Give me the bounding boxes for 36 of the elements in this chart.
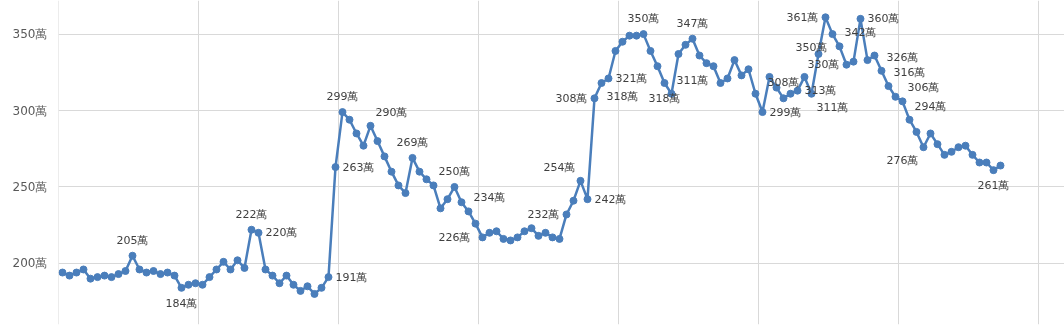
y-tick-label: 250萬 bbox=[12, 179, 48, 194]
data-label: 250萬 bbox=[438, 164, 471, 178]
data-label: 318萬 bbox=[648, 92, 681, 106]
y-tick-label: 300萬 bbox=[12, 103, 48, 118]
data-label: 220萬 bbox=[265, 226, 298, 240]
data-label: 222萬 bbox=[235, 207, 268, 221]
data-label: 232萬 bbox=[527, 207, 560, 221]
data-label: 234萬 bbox=[473, 191, 506, 205]
data-label: 299萬 bbox=[326, 90, 359, 104]
data-label: 361萬 bbox=[786, 10, 819, 24]
data-label: 226萬 bbox=[438, 230, 471, 244]
data-label: 184萬 bbox=[165, 296, 198, 310]
data-label: 261萬 bbox=[977, 179, 1010, 193]
data-label: 326萬 bbox=[886, 50, 919, 64]
data-label: 308萬 bbox=[555, 91, 588, 105]
y-tick-label: 200萬 bbox=[12, 256, 48, 271]
data-label: 321萬 bbox=[615, 71, 648, 85]
data-label: 254萬 bbox=[543, 160, 576, 174]
data-label: 299萬 bbox=[769, 105, 802, 119]
data-label: 205萬 bbox=[116, 233, 149, 247]
data-label: 350萬 bbox=[627, 12, 660, 26]
data-label: 360萬 bbox=[867, 12, 900, 26]
data-label: 311萬 bbox=[816, 100, 849, 114]
data-label: 318萬 bbox=[606, 90, 639, 104]
data-label: 306萬 bbox=[907, 81, 940, 95]
data-label: 242萬 bbox=[594, 192, 627, 206]
data-label: 269萬 bbox=[396, 135, 429, 149]
data-label: 347萬 bbox=[676, 16, 709, 30]
data-label: 316萬 bbox=[893, 66, 926, 80]
y-tick-label: 350萬 bbox=[12, 27, 48, 42]
data-label: 290萬 bbox=[375, 105, 408, 119]
data-label: 294萬 bbox=[914, 99, 947, 113]
data-label: 276萬 bbox=[886, 154, 919, 168]
data-label: 311萬 bbox=[676, 73, 709, 87]
data-label: 263萬 bbox=[342, 160, 375, 174]
data-label: 191萬 bbox=[335, 270, 368, 284]
